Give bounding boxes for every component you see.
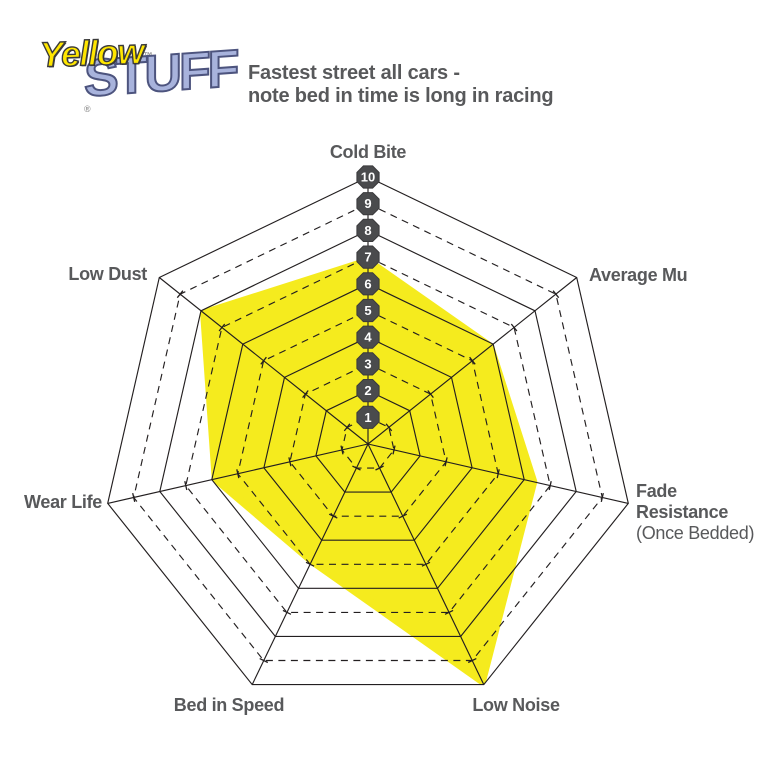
ring-tick	[218, 323, 226, 332]
radar-ring-2	[315, 389, 421, 493]
axis-label-fade-resistance-line3: (Once Bedded)	[636, 523, 754, 543]
ring-tick	[260, 356, 267, 365]
ring-tick	[510, 323, 518, 332]
scale-badge-2	[356, 379, 380, 403]
radar-ring-9	[133, 203, 603, 662]
radar-ring-4	[263, 336, 473, 541]
ring-tick	[328, 513, 338, 519]
ring-tick	[282, 609, 292, 615]
axis-label-average-mu: Average Mu	[589, 265, 687, 285]
ring-tick	[467, 658, 477, 664]
ring-tick	[385, 423, 393, 432]
ring-tick	[444, 609, 454, 615]
ring-tick	[552, 290, 560, 299]
registered-symbol: ®	[84, 104, 91, 114]
yellowstuff-logo: Yellow™ STUFF®	[36, 26, 238, 126]
ring-tick	[305, 561, 315, 567]
chart-title: Fastest street all cars - note bed in ti…	[248, 62, 554, 108]
ring-tick	[259, 658, 269, 664]
radar-ring-8	[159, 229, 577, 637]
ring-tick	[392, 445, 396, 455]
scale-badge-label-4: 4	[364, 330, 372, 345]
scale-badge-label-9: 9	[364, 196, 371, 211]
scale-badge-6	[356, 272, 380, 296]
axis-label-fade-resistance: Fade	[636, 481, 677, 501]
ring-tick	[375, 465, 384, 471]
axis-label-wear-life: Wear Life	[24, 492, 102, 512]
scale-badge-10	[356, 165, 380, 189]
ring-tick	[421, 561, 431, 567]
axis-label-low-noise: Low Noise	[472, 695, 560, 715]
radar-ring-5	[237, 309, 499, 565]
ring-tick	[469, 356, 476, 365]
ring-tick	[398, 513, 408, 519]
scale-badge-4	[356, 325, 380, 349]
scale-badge-9	[356, 192, 380, 216]
scale-badge-label-7: 7	[364, 250, 371, 265]
radar-ring-7	[185, 256, 551, 613]
radar-ring-1	[341, 416, 395, 469]
ring-tick	[600, 492, 604, 503]
ring-tick	[343, 423, 351, 432]
logo-word-yellow: Yellow™	[39, 32, 153, 76]
logo-yellow-text: Yellow	[39, 32, 145, 76]
logo-word-stuff: STUFF®	[83, 39, 237, 123]
scale-badge-8	[356, 218, 380, 242]
ring-tick	[444, 457, 448, 467]
scale-badge-7	[356, 245, 380, 269]
axis-label-cold-bite: Cold Bite	[330, 142, 407, 162]
ring-tick	[548, 481, 552, 491]
ring-tick	[236, 469, 240, 479]
ring-tick	[288, 457, 292, 467]
scale-badge-label-8: 8	[364, 223, 371, 238]
axis-label-bed-in-speed: Bed in Speed	[174, 695, 284, 715]
ring-tick	[496, 469, 500, 479]
trademark-symbol: ™	[143, 50, 153, 61]
scale-badge-label-10: 10	[361, 170, 375, 185]
chart-title-line2: note bed in time is long in racing	[248, 85, 554, 107]
ring-tick	[176, 290, 184, 299]
ring-tick	[184, 481, 188, 491]
scale-badge-5	[356, 298, 380, 323]
radar-ring-3	[289, 363, 447, 517]
scale-badge-label-6: 6	[364, 276, 371, 291]
scale-badge-label-5: 5	[364, 303, 371, 318]
scale-badge-3	[356, 352, 380, 376]
ring-tick	[132, 492, 136, 503]
ring-tick	[427, 390, 434, 399]
scale-badge-label-1: 1	[364, 410, 371, 425]
chart-title-line1: Fastest street all cars -	[248, 62, 460, 84]
axis-label-fade-resistance-line2: Resistance	[636, 502, 728, 522]
ring-tick	[302, 390, 309, 399]
scale-badge-label-3: 3	[364, 356, 371, 371]
radar-ring-10	[107, 176, 629, 686]
radar-ring-6	[211, 283, 525, 589]
ring-tick	[340, 445, 344, 455]
ring-tick	[352, 465, 361, 471]
radar-data-polygon	[200, 257, 538, 685]
scale-badge-label-2: 2	[364, 383, 371, 398]
scale-badge-1	[356, 405, 380, 429]
axis-label-low-dust: Low Dust	[68, 264, 147, 284]
